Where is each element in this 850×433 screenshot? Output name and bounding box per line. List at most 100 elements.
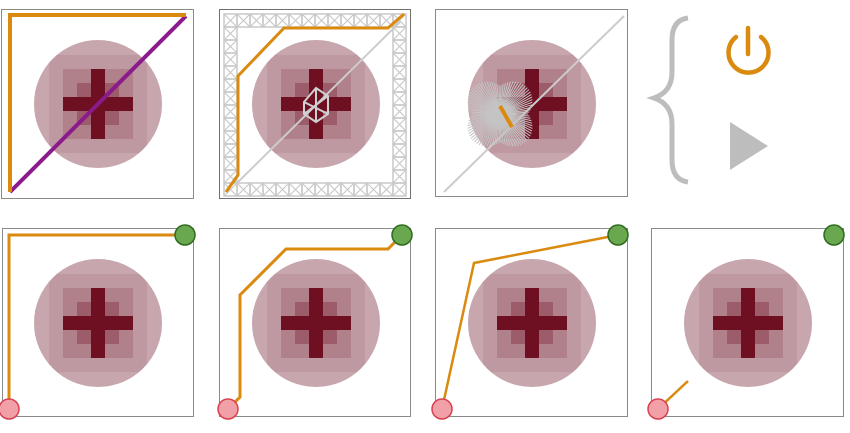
heatmap-cell [797,372,812,387]
heatmap-cell [91,316,106,331]
heatmap-cell [379,139,380,154]
lattice-diagonal [392,117,407,132]
heatmap-cell [323,288,338,303]
lattice-diagonal [223,130,238,145]
heatmap-cell [783,274,798,289]
heatmap-cell [105,316,120,331]
heatmap-cell [49,288,64,303]
heatmap-cell [161,274,162,289]
heatmap-cell [337,330,352,345]
heatmap-cell [483,358,498,373]
heatmap-cell [351,260,366,275]
heatmap-cell [783,316,798,331]
heatmap-cell [105,344,120,359]
heatmap-cell [783,372,798,387]
heatmap-cell [511,330,526,345]
heatmap-cell [253,125,268,140]
heatmap-cell [581,288,596,303]
heatmap-cell [797,260,812,275]
heatmap-cell [797,330,812,345]
heatmap-cell [567,69,582,84]
heatmap-cell [63,288,78,303]
heatmap-cell [309,69,324,84]
heatmap-cell [741,344,756,359]
heatmap-cell [741,316,756,331]
heatmap-cell [525,386,540,387]
lattice-diagonal [392,104,407,119]
heatmap-cell [811,302,812,317]
heatmap-cell [35,372,50,387]
heatmap-cell [699,330,714,345]
heatmap-cell [741,330,756,345]
heatmap-cell [253,288,268,303]
heatmap-cell [119,55,134,70]
heatmap-cell [309,330,324,345]
heatmap-cell [77,153,92,168]
heatmap-cell [34,386,36,387]
heatmap-cell [797,386,812,387]
heatmap-cell [49,153,64,168]
heatmap-cell [811,372,812,387]
heatmap-cell [63,302,78,317]
panel-canvas [217,224,413,420]
heatmap-cell [468,97,470,112]
heatmap-cell [684,302,686,317]
heatmap-cell [147,372,162,387]
heatmap-cell [351,111,366,126]
heatmap-cell [147,111,162,126]
heatmap-cell [769,274,784,289]
heatmap-cell [337,260,352,275]
heatmap-cell [35,302,50,317]
heatmap-cell [483,260,498,275]
heatmap-cell [281,358,296,373]
heatmap-cell [267,69,282,84]
heatmap-cell [553,372,568,387]
heatmap-cell [365,386,380,387]
heatmap-cell [685,358,700,373]
heatmap-cell [34,40,36,42]
heatmap-cell [91,358,106,373]
heatmap-cell [483,41,498,56]
heatmap-cell [351,386,366,387]
heatmap-cell [323,386,338,387]
heatmap-cell [35,386,50,387]
heatmap-cell [468,40,470,42]
heatmap-cell [119,344,134,359]
heatmap-cell [539,139,554,154]
heatmap-cell [595,97,596,112]
heatmap-cell [351,97,366,112]
heatmap-cell [699,259,714,261]
heatmap-cell [351,139,366,154]
heatmap-cell [161,55,162,70]
heatmap-cell [281,274,296,289]
heatmap-cell [133,274,148,289]
heatmap-cell [685,274,700,289]
heatmap-cell [63,316,78,331]
heatmap-cell [63,41,78,56]
heatmap-cell [497,40,512,42]
heatmap-cell [741,260,756,275]
power-icon[interactable] [726,25,771,75]
heatmap-cell [483,372,498,387]
controls-canvas [646,15,771,185]
heatmap-cell [595,167,596,168]
heatmap-cell [379,111,380,126]
heatmap-cell [365,302,380,317]
panel-canvas [647,224,845,420]
heatmap-cell [567,41,582,56]
panel-path-corner [0,224,196,420]
play-icon[interactable] [730,122,768,170]
heatmap-cell [267,97,282,112]
heatmap-cell [337,386,352,387]
heatmap-cell [539,69,554,84]
heatmap-cell [365,358,380,373]
heatmap-cell [105,260,120,275]
heatmap-cell [147,97,162,112]
heatmap-cell [63,260,78,275]
heatmap-cell [281,302,296,317]
heatmap-cell [581,259,596,261]
heatmap-cell [567,302,582,317]
heatmap-cell [49,83,64,98]
heatmap-cell [34,97,36,112]
panel-canvas [8,13,188,194]
